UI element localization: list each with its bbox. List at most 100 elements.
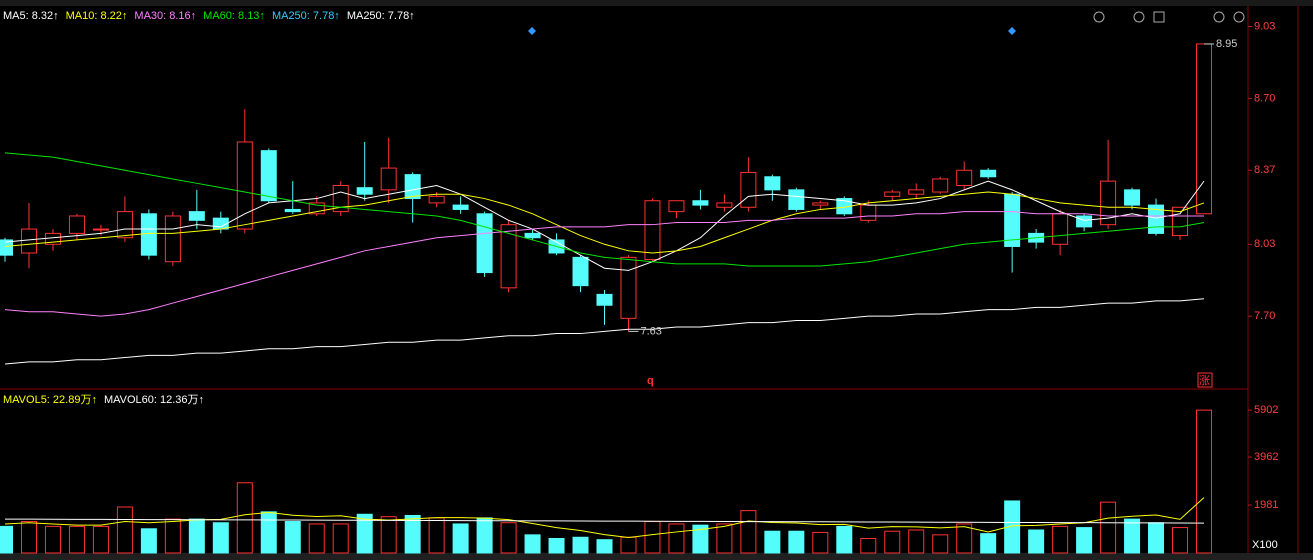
marker: q <box>647 375 654 387</box>
volume-bar <box>356 513 373 554</box>
volume-bar <box>1076 527 1093 554</box>
volume-bar <box>44 525 61 554</box>
top-toolbar <box>0 0 1313 6</box>
legend-entry: MA10: 8.22↑ <box>66 10 128 22</box>
candle-body <box>956 169 973 186</box>
volume-bar <box>1196 409 1212 554</box>
candle-body <box>572 256 589 287</box>
candle-body <box>476 213 493 274</box>
marker: 涨 <box>1199 374 1210 387</box>
volume-bar <box>908 529 925 554</box>
candle-body <box>644 200 661 261</box>
volume-bar <box>788 530 805 554</box>
candle-body <box>668 200 685 213</box>
icon[interactable] <box>1093 11 1105 23</box>
candle-body <box>1076 215 1093 228</box>
volume-bar <box>764 530 781 554</box>
volume-bar <box>452 523 469 554</box>
legend-entry: MA250: 7.78↑ <box>272 10 340 22</box>
ma-legend: MA5: 8.32↑ MA10: 8.22↑ MA30: 8.16↑ MA60: 8.… <box>3 10 415 406</box>
zoom-out[interactable] <box>1233 11 1245 23</box>
legend-entry: MA5: 8.32↑ <box>3 10 59 22</box>
toolbar-icons <box>1093 11 1245 23</box>
volume-bar <box>668 523 685 554</box>
volume-bar <box>692 524 709 554</box>
candle-body <box>1172 206 1189 237</box>
candle-body <box>428 195 445 204</box>
volume-bar <box>1124 518 1141 554</box>
ma-line <box>4 298 1205 365</box>
ma-line <box>4 180 1205 271</box>
candle-body <box>452 204 469 210</box>
y-tick-label: 8.37 <box>1254 164 1275 176</box>
volume-bar <box>20 521 37 554</box>
volume-bar <box>572 536 589 554</box>
volume-bar <box>884 530 901 554</box>
candle-body <box>500 224 517 289</box>
volume-bar <box>308 523 325 554</box>
volume-bar <box>260 511 277 554</box>
volume-bar <box>1052 525 1069 554</box>
volume-bar <box>116 506 133 554</box>
icon[interactable] <box>1153 11 1165 23</box>
volume-bar <box>92 525 109 554</box>
icon[interactable] <box>1133 11 1145 23</box>
unit-label: X100 <box>1252 539 1278 551</box>
y-tick-label: 7.70 <box>1254 310 1275 322</box>
marker-box <box>1197 372 1213 388</box>
candle-body <box>1100 180 1117 226</box>
y-tick-label: 1981 <box>1254 499 1278 511</box>
candle-body <box>788 189 805 210</box>
volume-bar <box>1004 500 1021 554</box>
ma-line <box>4 152 1205 267</box>
volume-bar <box>500 522 517 554</box>
volume-bar <box>740 510 757 554</box>
candle-body <box>1124 189 1141 206</box>
volume-bar <box>404 514 421 554</box>
volume-bar <box>548 537 565 554</box>
candle-body <box>764 176 781 191</box>
volume-bar <box>716 523 733 554</box>
candle-body <box>140 213 157 256</box>
candle-body <box>884 191 901 197</box>
candle-body <box>380 167 397 191</box>
candle-body <box>932 178 949 193</box>
volume-bar <box>380 516 397 554</box>
candle-body <box>116 211 133 239</box>
min-label: 7.63 <box>640 325 661 337</box>
volume-bar <box>836 525 853 554</box>
candle-body <box>404 174 421 200</box>
volume-bar <box>188 518 205 554</box>
candle-body <box>1148 204 1165 234</box>
candle-body <box>908 189 925 195</box>
y-tick-label: 3962 <box>1254 451 1278 463</box>
volume-bar <box>932 534 949 554</box>
y-tick-label: 9.03 <box>1254 20 1275 32</box>
candle-body <box>68 215 85 234</box>
volume-bar <box>68 525 85 554</box>
candle-body <box>980 169 997 178</box>
candle-body <box>236 141 253 230</box>
volume-bar <box>140 528 157 554</box>
zoom-in[interactable] <box>1213 11 1225 23</box>
volume-bar <box>212 522 229 554</box>
volume-bar <box>284 521 301 554</box>
volume-bar <box>1028 529 1045 554</box>
volume-bar <box>236 482 253 554</box>
volume-bar <box>332 523 349 554</box>
candle-body <box>356 187 373 195</box>
candle-body <box>308 202 325 215</box>
candle-body <box>260 150 277 202</box>
volume-bar <box>980 533 997 554</box>
y-tick-label: 8.03 <box>1254 238 1275 250</box>
candle-body <box>188 211 205 221</box>
volume-bar <box>1100 501 1117 554</box>
candle-body <box>812 202 829 206</box>
volume-bar <box>1148 522 1165 554</box>
ma-line <box>4 191 1205 254</box>
y-tick-label: 5902 <box>1254 404 1278 416</box>
bottom-tabs <box>0 553 1313 560</box>
